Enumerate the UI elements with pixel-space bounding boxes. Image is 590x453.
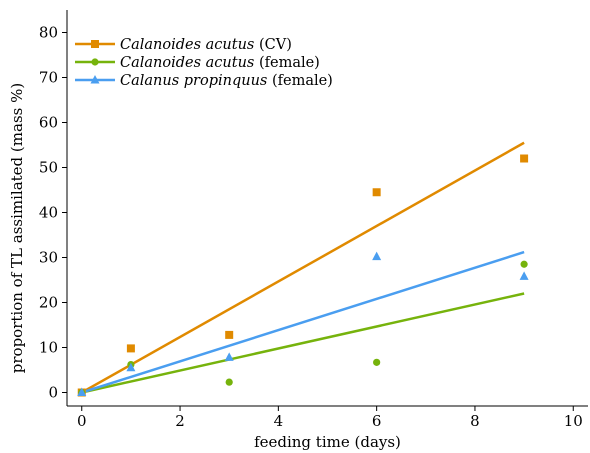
legend-label: Calanoides acutus (CV) — [120, 37, 292, 53]
y-tick-label: 80 — [39, 24, 58, 42]
data-point-series-2 — [373, 358, 381, 366]
x-axis-label: feeding time (days) — [254, 433, 401, 451]
data-point-series-2 — [225, 378, 233, 386]
legend-label: Calanus propinquus (female) — [120, 73, 333, 89]
x-tick-label: 6 — [372, 412, 382, 430]
axes — [66, 10, 588, 407]
data-points — [77, 154, 529, 397]
legend-label: Calanoides acutus (female) — [120, 55, 320, 71]
y-tick-label: 20 — [39, 294, 58, 312]
data-point-series-1 — [225, 330, 234, 339]
data-point-series-3 — [126, 362, 136, 372]
data-point-series-1 — [372, 188, 381, 197]
y-tick-label: 30 — [39, 249, 58, 267]
legend-marker — [91, 40, 99, 48]
data-point-series-3 — [224, 352, 234, 361]
legend-marker — [91, 58, 99, 66]
ticks: 0 2 4 6 8 10 0 10 20 30 40 50 60 70 80 — [39, 24, 583, 431]
fit-line-series-1 — [81, 141, 525, 394]
y-axis-label: proportion of TL assimilated (mass %) — [8, 83, 26, 373]
legend-marker — [90, 75, 100, 84]
y-tick-label: 40 — [39, 204, 58, 222]
data-point-series-3 — [77, 387, 87, 396]
fit-line-series-3 — [81, 250, 525, 394]
y-tick-label: 50 — [39, 159, 58, 177]
x-tick-label: 8 — [470, 412, 480, 430]
legend: Calanoides acutus (CV) Calanoides acutus … — [75, 37, 333, 89]
data-point-series-2 — [520, 260, 528, 268]
data-point-series-1 — [126, 344, 135, 353]
y-tick-label: 0 — [48, 384, 58, 402]
fit-line-series-2 — [81, 292, 525, 394]
y-tick-label: 70 — [39, 69, 58, 87]
fit-lines — [81, 141, 525, 394]
data-point-series-3 — [519, 271, 529, 280]
data-point-series-3 — [372, 251, 382, 261]
x-tick-label: 10 — [564, 412, 583, 430]
x-tick-label: 4 — [274, 412, 284, 430]
y-tick-label: 60 — [39, 114, 58, 132]
x-tick-label: 0 — [77, 412, 87, 430]
data-point-series-1 — [520, 154, 529, 163]
y-tick-label: 10 — [39, 339, 58, 357]
x-tick-label: 2 — [175, 412, 185, 430]
